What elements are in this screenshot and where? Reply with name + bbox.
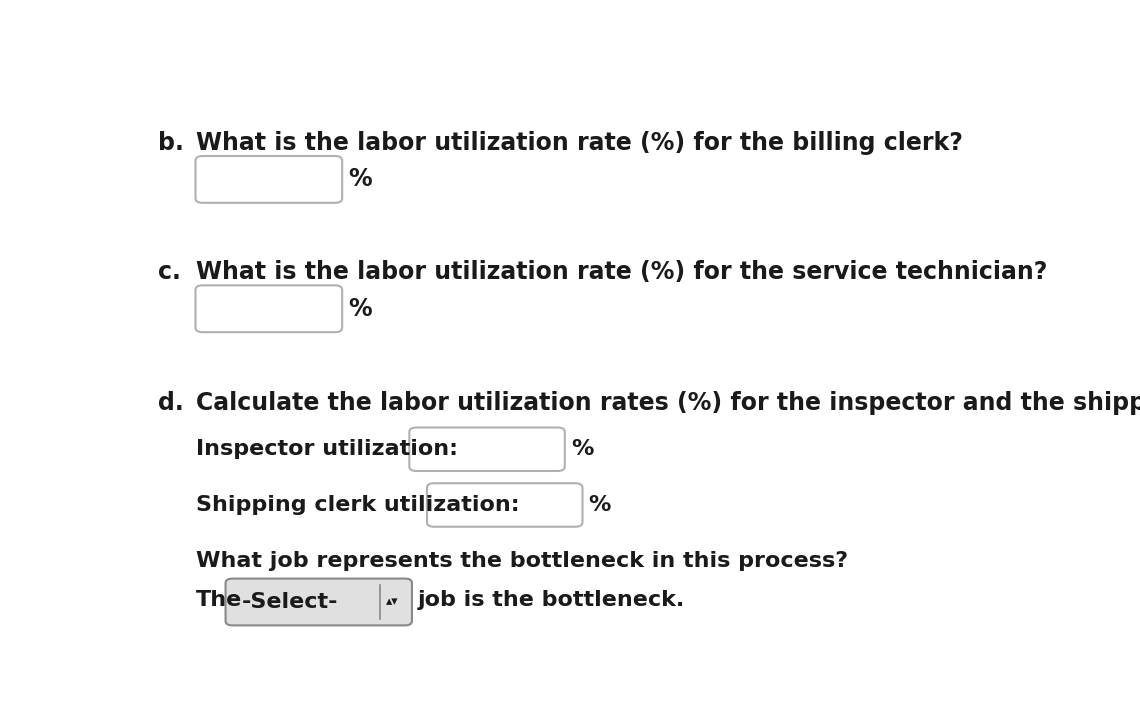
- Text: Inspector utilization:: Inspector utilization:: [196, 439, 457, 459]
- FancyBboxPatch shape: [226, 578, 412, 626]
- Text: %: %: [571, 439, 594, 459]
- Text: d.: d.: [158, 391, 185, 415]
- Text: The: The: [196, 590, 242, 610]
- Text: -Select-: -Select-: [242, 592, 337, 612]
- Text: %: %: [588, 495, 611, 515]
- Text: job is the bottleneck.: job is the bottleneck.: [418, 590, 685, 610]
- FancyBboxPatch shape: [409, 427, 564, 471]
- Text: %: %: [349, 167, 372, 191]
- Text: What is the labor utilization rate (%) for the service technician?: What is the labor utilization rate (%) f…: [196, 260, 1047, 284]
- FancyBboxPatch shape: [196, 285, 342, 332]
- Text: What is the labor utilization rate (%) for the billing clerk?: What is the labor utilization rate (%) f…: [196, 132, 962, 156]
- Text: c.: c.: [158, 260, 181, 284]
- Text: Shipping clerk utilization:: Shipping clerk utilization:: [196, 495, 519, 515]
- FancyBboxPatch shape: [196, 156, 342, 203]
- FancyBboxPatch shape: [428, 483, 583, 527]
- Text: b.: b.: [158, 132, 185, 156]
- Text: ▴▾: ▴▾: [386, 596, 399, 608]
- Text: What job represents the bottleneck in this process?: What job represents the bottleneck in th…: [196, 551, 848, 571]
- Text: %: %: [349, 297, 372, 321]
- Text: Calculate the labor utilization rates (%) for the inspector and the shipping cle: Calculate the labor utilization rates (%…: [196, 391, 1140, 415]
